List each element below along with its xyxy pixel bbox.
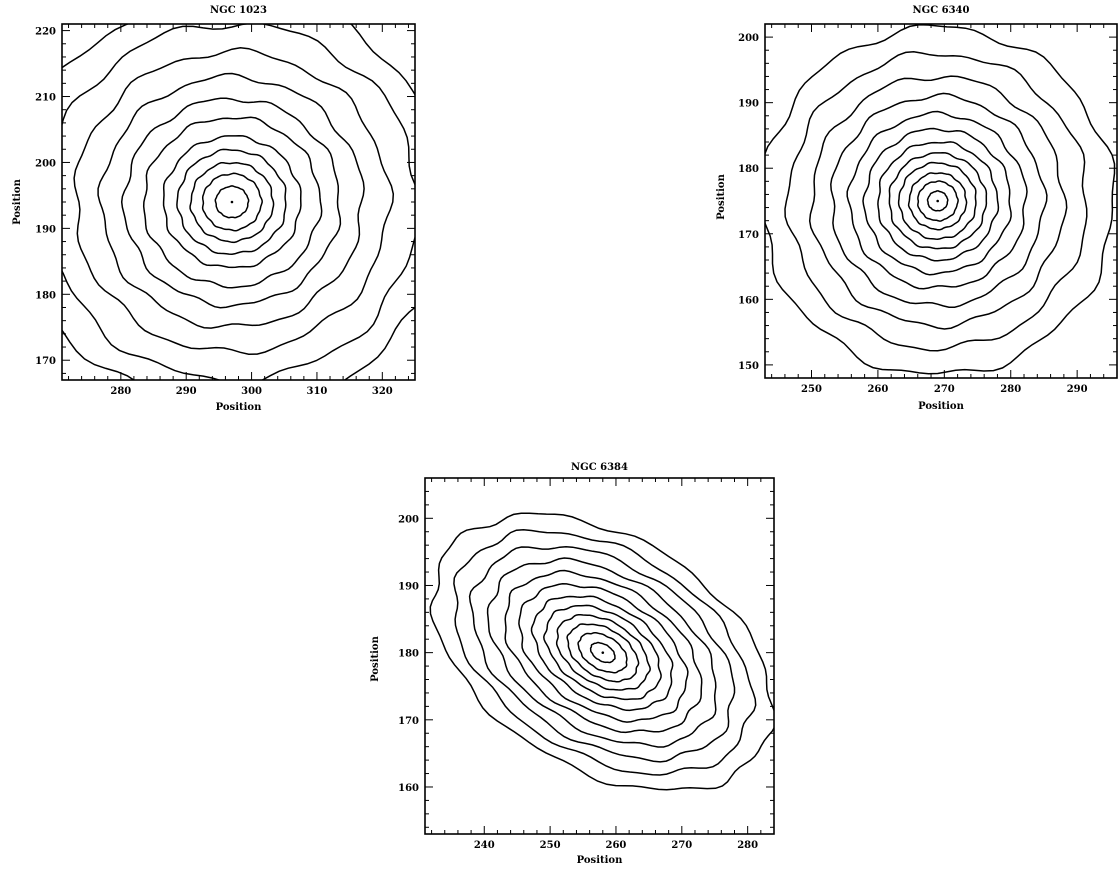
x-tick-label: 280 [110, 386, 131, 397]
contour-line [808, 75, 1068, 330]
contour-line [176, 148, 287, 255]
contour-line [555, 614, 651, 691]
contour-line [917, 180, 959, 222]
contour-line [189, 161, 275, 244]
x-tick-label: 280 [737, 840, 758, 851]
contour-line [589, 641, 616, 664]
contour-line [162, 134, 302, 269]
y-tick-label: 180 [738, 164, 759, 175]
plot-frame [764, 23, 1118, 379]
contour-line [142, 116, 323, 289]
y-tick-label: 160 [398, 783, 419, 794]
y-tick-label: 220 [35, 27, 56, 38]
contour-line [504, 569, 703, 734]
contour-line [577, 631, 628, 674]
y-axis-label: Position [716, 173, 727, 219]
panel-ngc-1023: NGC 1023 Position Position 280 290 300 310 3… [12, 5, 416, 413]
contour-line [429, 512, 774, 791]
contour-line [862, 127, 1012, 276]
contour-line [543, 604, 662, 701]
contour-line [530, 595, 674, 712]
y-tick-label: 200 [35, 158, 56, 169]
plot-frame [424, 477, 775, 835]
contour-line [846, 110, 1028, 290]
y-tick-label: 210 [35, 93, 56, 104]
contour-line [62, 24, 415, 380]
y-tick-label: 190 [398, 581, 419, 592]
x-tick-label: 260 [867, 384, 888, 395]
x-tick-label: 300 [241, 386, 262, 397]
contour-line [784, 51, 1088, 352]
x-tick-label: 270 [934, 384, 955, 395]
contour-line [897, 161, 977, 240]
y-tick-label: 200 [398, 514, 419, 525]
x-axis-label: Position [918, 401, 964, 412]
x-tick-label: 320 [372, 386, 393, 397]
contour-line [201, 172, 263, 232]
x-tick-label: 280 [1000, 384, 1021, 395]
y-axis-label: Position [12, 178, 23, 224]
x-tick-label: 250 [540, 840, 561, 851]
center-point [936, 199, 939, 203]
contour-line [830, 92, 1048, 308]
y-tick-label: 200 [738, 33, 759, 44]
y-tick-label: 170 [738, 230, 759, 241]
x-tick-label: 310 [307, 386, 328, 397]
y-tick-label: 190 [35, 224, 56, 235]
panel-title: NGC 6340 [913, 5, 970, 16]
x-axis-label: Position [577, 855, 623, 866]
center-point [230, 200, 234, 204]
contour-line [566, 623, 640, 683]
contour-line [73, 47, 395, 355]
contour-line [486, 557, 717, 748]
contour-line [907, 172, 968, 231]
contour-line [120, 97, 342, 309]
x-tick-label: 260 [606, 840, 627, 851]
y-tick-label: 170 [35, 356, 56, 367]
y-axis-label: Position [370, 635, 381, 681]
panel-title: NGC 1023 [210, 5, 267, 16]
panel-ngc-6384: NGC 6384 Position Position 240 250 260 270 2… [370, 462, 775, 866]
x-axis-label: Position [216, 402, 262, 413]
y-tick-label: 180 [35, 290, 56, 301]
contour-line [97, 72, 365, 329]
panel-ngc-6340: NGC 6340 Position Position 250 260 270 280 2… [716, 5, 1118, 412]
x-tick-label: 270 [671, 840, 692, 851]
x-tick-label: 290 [1067, 384, 1088, 395]
contour-line [518, 583, 689, 723]
panel-title: NGC 6384 [571, 462, 628, 473]
contour-line [62, 24, 415, 380]
y-tick-label: 170 [398, 716, 419, 727]
y-tick-label: 190 [738, 99, 759, 110]
contour-line [214, 185, 250, 219]
y-tick-label: 160 [738, 295, 759, 306]
contour-line [926, 190, 949, 212]
y-tick-label: 150 [738, 361, 759, 372]
x-tick-label: 290 [176, 386, 197, 397]
contour-line [765, 24, 1116, 375]
contour-line [453, 528, 757, 776]
x-tick-label: 240 [474, 840, 495, 851]
contour-line [877, 141, 1000, 262]
contour-line [468, 545, 736, 763]
x-tick-label: 250 [801, 384, 822, 395]
center-point [601, 651, 605, 654]
contour-line [888, 152, 988, 250]
y-tick-label: 180 [398, 649, 419, 660]
